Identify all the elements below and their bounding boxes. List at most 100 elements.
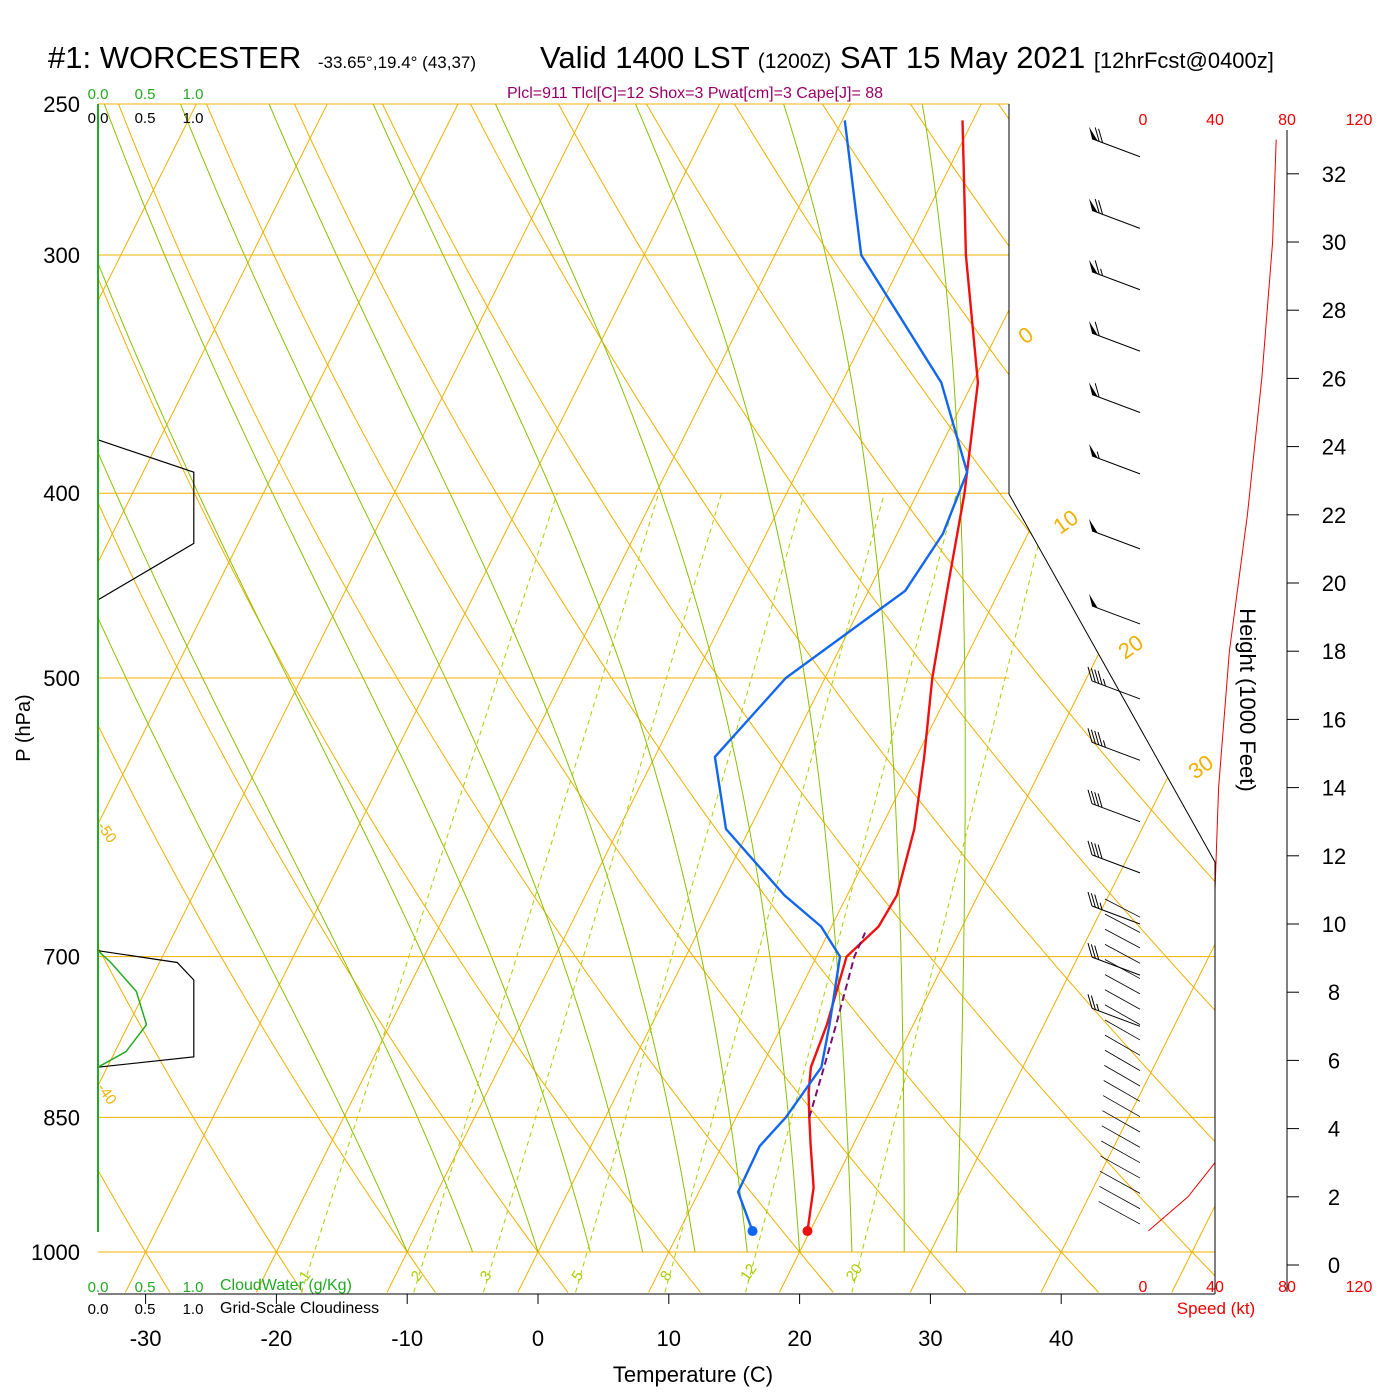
cloudwater-legend: CloudWater (g/Kg)	[220, 1277, 352, 1294]
y-tick-label: 500	[43, 666, 80, 691]
cloudwater-scale-bottom: 1.0	[183, 1279, 204, 1296]
height-tick-label: 20	[1322, 571, 1346, 596]
dry-adiabat	[192, 104, 967, 1293]
isotherm-line	[517, 104, 1130, 1293]
isotherm-line	[98, 104, 214, 1293]
wind-barb-flag	[1090, 790, 1096, 806]
wind-barb-flag	[1087, 789, 1093, 804]
dewpoint-surface-marker	[747, 1226, 758, 1237]
isotherm-line	[98, 104, 345, 1293]
dry-adiabat	[105, 104, 834, 1293]
temperature-surface-marker	[802, 1226, 813, 1237]
cloudiness-scale-bottom: 0.5	[135, 1301, 156, 1318]
x-tick-label: 30	[918, 1326, 942, 1351]
moist-adiabat	[620, 104, 853, 1253]
low-level-wind-barb	[1102, 1095, 1141, 1118]
wind-barb-flag	[1090, 944, 1096, 959]
wind-barb-flag	[1090, 995, 1096, 1010]
height-tick-label: 18	[1322, 639, 1346, 664]
wind-barb-pennant	[1089, 593, 1098, 609]
height-tick-label: 22	[1322, 503, 1346, 528]
mixing-ratio-label: 5	[568, 1268, 587, 1285]
low-level-wind-barb	[1101, 1125, 1141, 1148]
wind-barb-half-flag	[1102, 740, 1106, 748]
speed-scale-bottom: 80	[1278, 1279, 1296, 1296]
height-tick-label: 10	[1322, 912, 1346, 937]
wind-barb	[1087, 789, 1141, 823]
dry-adiabat	[713, 104, 1215, 1293]
moist-adiabat	[98, 104, 539, 1253]
y-axis-title: P (hPa)	[13, 694, 35, 761]
grid-lines	[0, 70, 1215, 1293]
dry-adiabat	[1061, 104, 1215, 1293]
wind-barb	[1087, 943, 1141, 976]
wind-barb	[1087, 994, 1141, 1027]
mixing-ratio-line	[575, 493, 805, 1293]
moist-adiabat-label: 10	[1049, 505, 1083, 540]
isotherm-line	[909, 104, 1215, 1293]
wind-barb-flag	[1087, 840, 1093, 855]
wind-barb-staff	[1091, 956, 1141, 976]
wind-barb-staff	[1091, 680, 1141, 700]
dry-adiabat	[98, 104, 304, 1293]
wind-barb-flag	[1094, 730, 1100, 745]
moist-adiabat-label: 30	[1184, 750, 1218, 785]
wind-barb-flag	[1094, 792, 1100, 807]
low-level-wind-barb	[1104, 1049, 1141, 1071]
isotherm-line	[778, 104, 1215, 1293]
moist-adiabat	[357, 104, 748, 1253]
x-tick-label: 20	[787, 1326, 811, 1351]
height-tick-label: 32	[1322, 162, 1346, 187]
mixing-ratio-label: 8	[657, 1268, 676, 1285]
dry-adiabat	[98, 104, 569, 1293]
wind-barb-staff	[1091, 138, 1141, 158]
isotherm-line	[124, 104, 737, 1293]
cloudwater-scale-bottom: 0.0	[88, 1279, 109, 1296]
speed-axis-title: Speed (kt)	[1177, 1299, 1255, 1318]
wind-barb	[1089, 321, 1141, 352]
dry-adiabat	[365, 104, 1215, 1293]
speed-scale-top: 80	[1278, 112, 1296, 129]
isotherm-line	[386, 104, 999, 1293]
x-tick-label: -30	[130, 1326, 162, 1351]
wind-barb-flag	[1098, 200, 1104, 215]
mixing-ratio-line	[664, 493, 885, 1293]
wind-barb-half-flag	[1099, 902, 1103, 910]
wind-barb-pennant	[1089, 126, 1098, 141]
wind-barb-pennant	[1089, 198, 1098, 213]
wind-barb-flag	[1097, 670, 1103, 685]
height-tick-label: 28	[1322, 298, 1346, 323]
stability-indices: Plcl=911 Tlcl[C]=12 Shox=3 Pwat[cm]=3 Ca…	[507, 85, 883, 102]
wind-barb	[1089, 443, 1141, 475]
y-tick-label: 850	[43, 1105, 80, 1130]
low-level-wind-barb	[1103, 1080, 1141, 1102]
low-level-wind-barb	[1104, 959, 1141, 979]
x-axis-title: Temperature (C)	[613, 1362, 773, 1387]
cloudwater-scale-top: 0.0	[88, 86, 109, 103]
cloudiness-scale-bottom: 0.0	[88, 1301, 109, 1318]
wind-barb-flag	[1094, 198, 1100, 214]
low-level-wind-barb	[1104, 1065, 1141, 1087]
mixing-ratio-line	[413, 493, 660, 1293]
wind-barb	[1089, 259, 1141, 291]
station-title: #1: WORCESTER	[48, 40, 301, 75]
wind-barb-staff	[1091, 530, 1141, 550]
wind-barb	[1087, 666, 1141, 700]
wind-barb-flag	[1094, 127, 1100, 142]
wind-barb	[1089, 593, 1141, 625]
low-level-wind-barb	[1101, 1140, 1141, 1164]
wind-barb-flag	[1087, 891, 1093, 907]
cloudiness-line	[97, 439, 195, 601]
dry-adiabat	[452, 104, 1215, 1293]
wind-barb-staff	[1091, 455, 1141, 475]
wind-barb	[1089, 382, 1141, 413]
svg-text:#1: WORCESTER -33.65°,19.4: #1: WORCESTER -33.65°,19.4° (43,37)	[48, 40, 476, 75]
dry-adiabat	[0, 70, 38, 1292]
wind-barb-flag	[1094, 843, 1100, 858]
wind-barb	[1087, 891, 1141, 925]
cloudwater-line	[97, 950, 148, 1068]
height-tick-label: 30	[1322, 230, 1346, 255]
wind-barb-flag	[1090, 841, 1096, 857]
